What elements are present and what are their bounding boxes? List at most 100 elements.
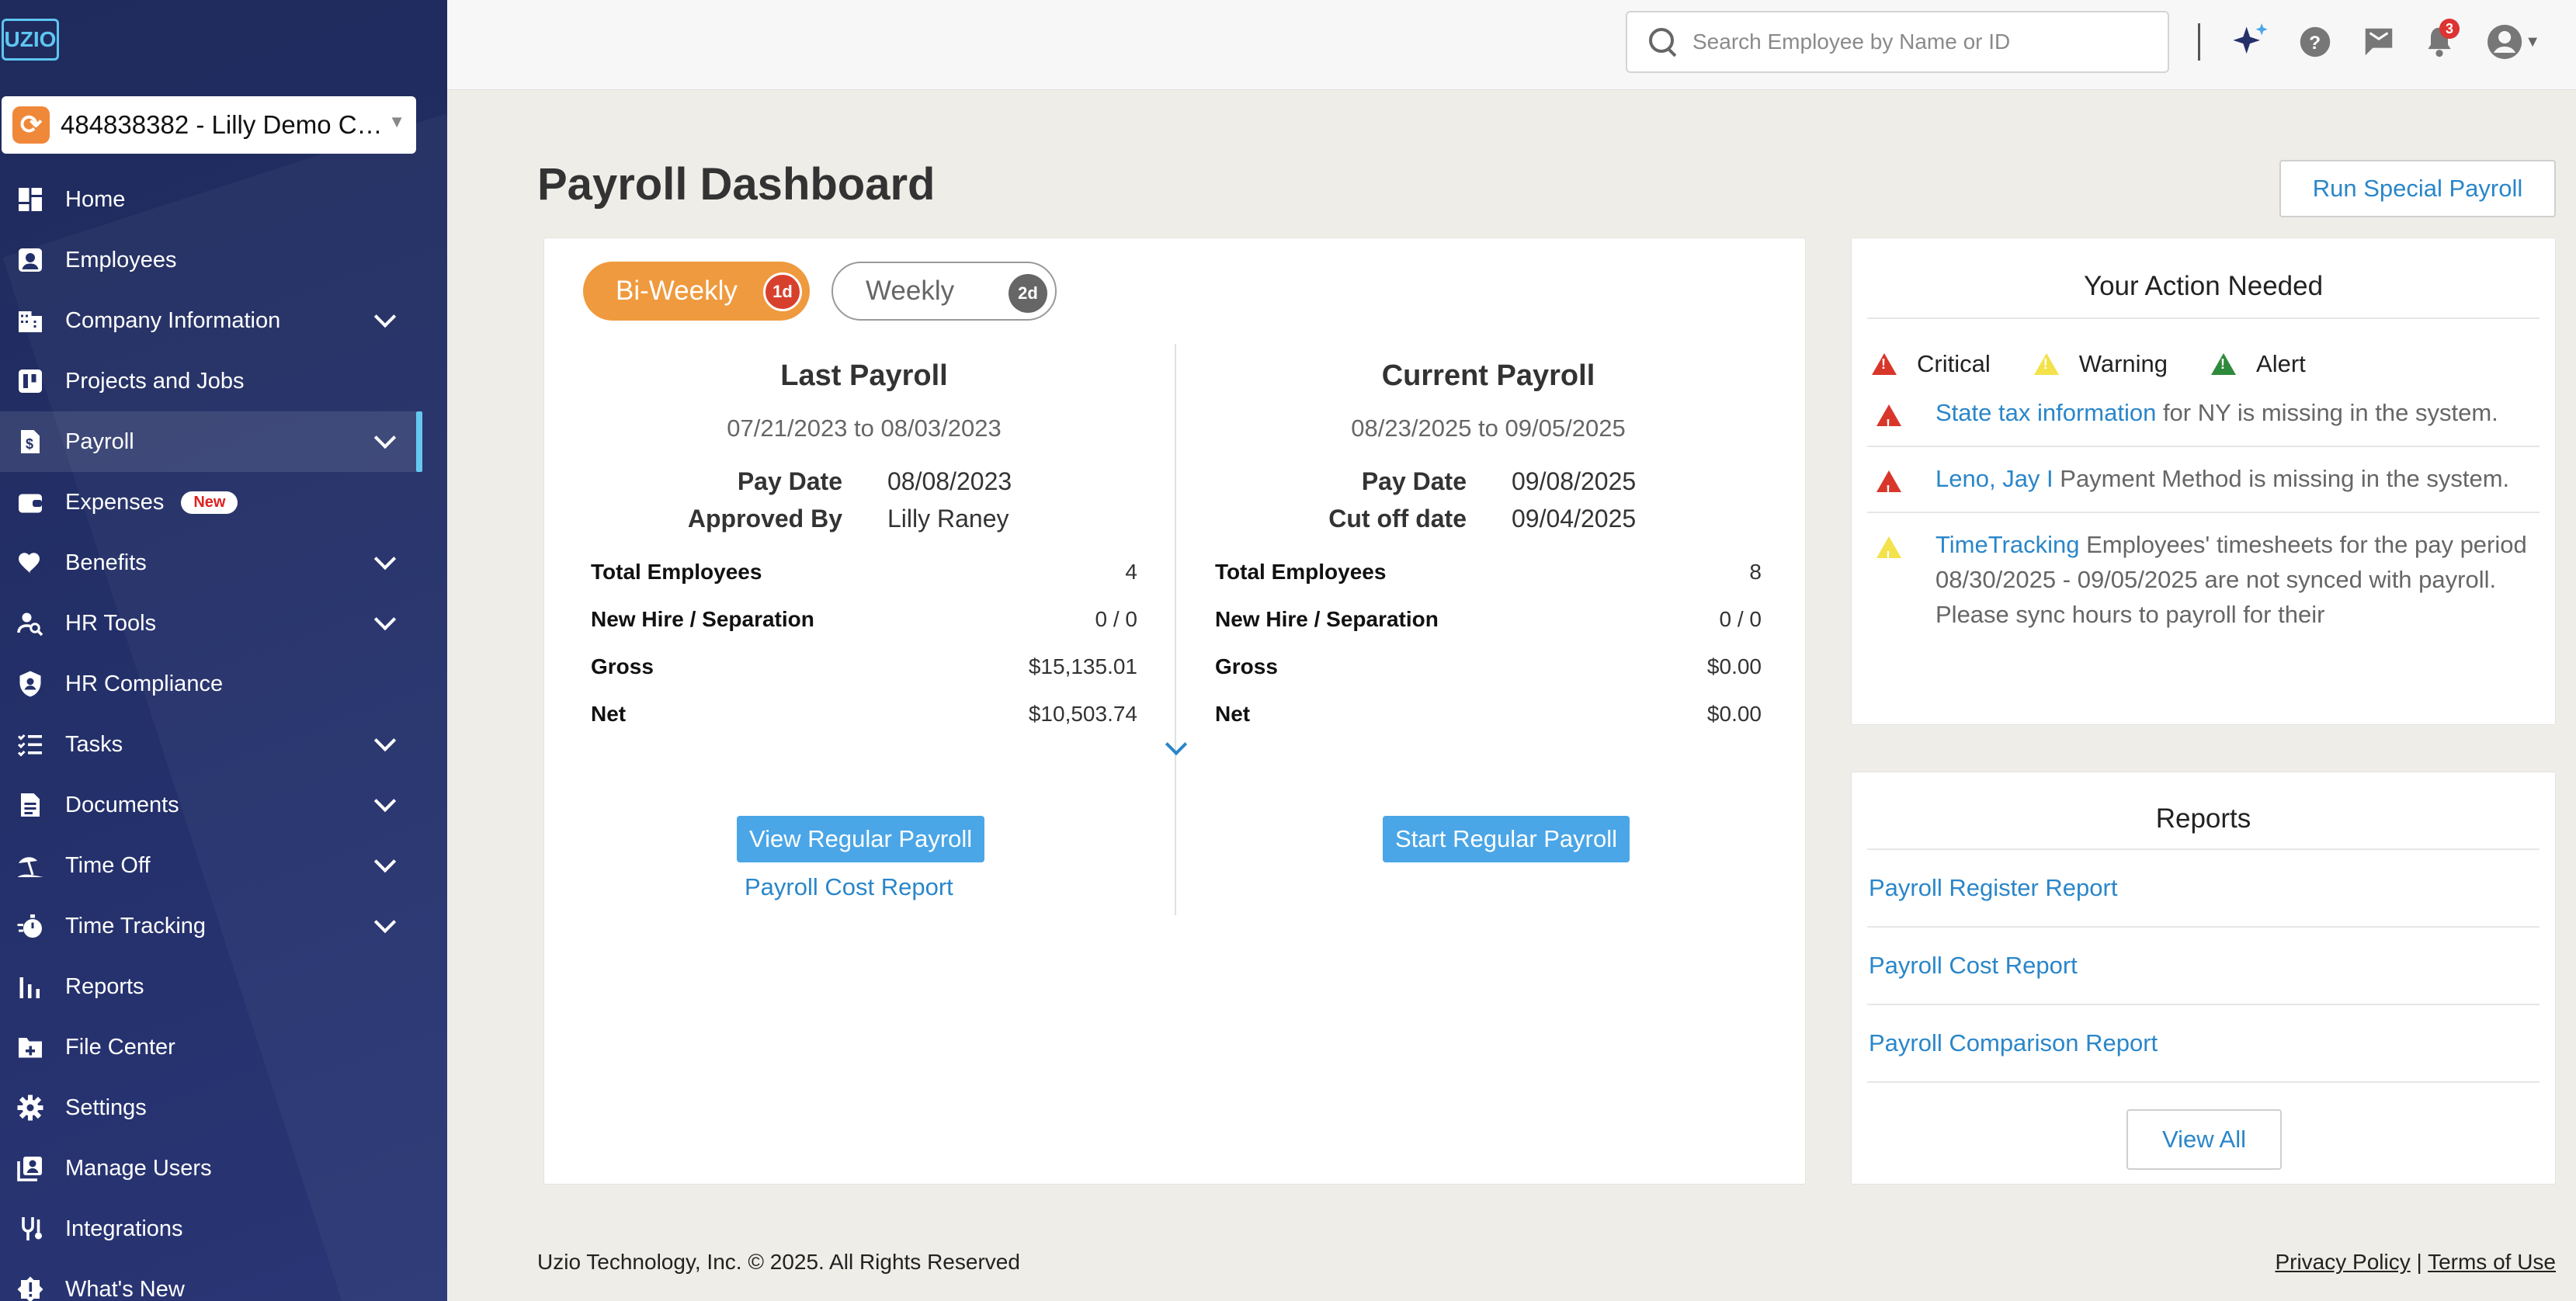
action-needed-card: Your Action Needed Critical Warning Aler… (1851, 238, 2556, 725)
chevron-down-icon (373, 547, 397, 571)
sidebar-item-label: Integrations (65, 1216, 183, 1241)
sidebar-item-label: Home (65, 186, 126, 212)
payroll-comparison-report-link[interactable]: Payroll Comparison Report (1867, 1005, 2540, 1083)
avatar-icon (2487, 24, 2522, 60)
sidebar-item-whats-new[interactable]: What's New (0, 1259, 447, 1301)
sidebar-item-hr-compliance[interactable]: HR Compliance (0, 654, 447, 714)
legend-label: Warning (2078, 350, 2168, 377)
action-item: Leno, Jay I Payment Method is missing in… (1867, 447, 2540, 513)
sidebar-item-projects-and-jobs[interactable]: Projects and Jobs (0, 351, 447, 411)
payroll-register-report-link[interactable]: Payroll Register Report (1867, 850, 2540, 928)
stat-label: New Hire / Separation (591, 606, 814, 631)
terms-of-use-link[interactable]: Terms of Use (2428, 1250, 2556, 1274)
company-selector[interactable]: ⟳ 484838382 - Lilly Demo Co... ▼ (2, 96, 416, 154)
sidebar-item-benefits[interactable]: Benefits (0, 533, 447, 593)
employee-badge-icon (14, 244, 47, 276)
sidebar-item-label: Payroll (65, 428, 134, 454)
stat-value: 4 (1125, 559, 1137, 584)
privacy-policy-link[interactable]: Privacy Policy (2275, 1250, 2411, 1274)
chevron-down-icon (373, 729, 397, 752)
sidebar-item-label: Employees (65, 247, 177, 272)
announcement-icon (14, 1273, 47, 1301)
sidebar-item-label: HR Tools (65, 610, 157, 636)
payroll-cost-report-link[interactable]: Payroll Cost Report (1867, 928, 2540, 1005)
sidebar-item-label: Tasks (65, 731, 123, 757)
footer-separator: | (2416, 1250, 2422, 1274)
stat-row: New Hire / Separation 0 / 0 (591, 595, 1137, 643)
sidebar-item-time-tracking[interactable]: Time Tracking (0, 896, 447, 956)
uzio-logo[interactable]: UZIO (2, 19, 59, 61)
sidebar-item-label: Benefits (65, 550, 147, 575)
start-regular-payroll-button[interactable]: Start Regular Payroll (1383, 816, 1630, 862)
pay-date-value: 08/08/2023 (887, 467, 1012, 495)
sidebar-item-employees[interactable]: Employees (0, 230, 447, 290)
current-payroll-section: Current Payroll 08/23/2025 to 09/05/2025… (1215, 359, 1762, 737)
action-item-link[interactable]: State tax information (1935, 399, 2157, 426)
user-avatar-menu[interactable]: ▼ (2486, 20, 2540, 64)
stat-label: Total Employees (591, 559, 762, 584)
sidebar-item-time-off[interactable]: Time Off (0, 835, 447, 896)
sidebar-nav: Home Employees Company Information Proje… (0, 169, 447, 1301)
kanban-icon (14, 365, 47, 397)
top-bar: ? 3 ▼ (447, 0, 2576, 90)
pay-date-row: Pay Date 08/08/2023 (591, 463, 1137, 500)
tab-bi-weekly[interactable]: Bi-Weekly 1d (583, 262, 810, 321)
sidebar-item-label: Settings (65, 1095, 147, 1120)
messages-icon[interactable] (2357, 20, 2401, 64)
payroll-cost-report-link[interactable]: Payroll Cost Report (745, 873, 953, 900)
sidebar-item-company-information[interactable]: Company Information (0, 290, 447, 351)
pay-date-label: Pay Date (737, 467, 842, 495)
legend-alert: Alert (2211, 350, 2306, 378)
sidebar-item-label: Projects and Jobs (65, 368, 245, 394)
sidebar-item-hr-tools[interactable]: HR Tools (0, 593, 447, 654)
payroll-document-icon: $ (14, 425, 47, 458)
sidebar-item-settings[interactable]: Settings (0, 1077, 447, 1138)
action-item-text: Payment Method is missing in the system. (2053, 465, 2510, 492)
stat-row: Total Employees 8 (1215, 548, 1762, 595)
expand-chevron-icon[interactable] (1165, 733, 1188, 756)
sidebar-item-label: Reports (65, 973, 144, 999)
run-special-payroll-button[interactable]: Run Special Payroll (2279, 160, 2556, 217)
sidebar-item-tasks[interactable]: Tasks (0, 714, 447, 775)
stat-row: Gross $15,135.01 (591, 643, 1137, 690)
sidebar-item-payroll[interactable]: $ Payroll (0, 411, 422, 472)
action-item: TimeTracking Employees' timesheets for t… (1867, 513, 2540, 647)
legend-warning: Warning (2033, 350, 2168, 378)
action-item-link[interactable]: TimeTracking (1935, 531, 2080, 558)
svg-text:$: $ (26, 436, 33, 452)
caret-down-icon: ▼ (2525, 33, 2540, 50)
search-input[interactable] (1692, 29, 2127, 54)
sidebar-item-expenses[interactable]: Expenses New (0, 472, 447, 533)
view-regular-payroll-button[interactable]: View Regular Payroll (737, 816, 985, 862)
cut-off-date-label: Cut off date (1328, 504, 1467, 533)
sidebar-item-manage-users[interactable]: Manage Users (0, 1138, 447, 1199)
chevron-down-icon (373, 911, 397, 934)
sidebar-item-documents[interactable]: Documents (0, 775, 447, 835)
stat-value: $15,135.01 (1028, 654, 1137, 678)
tab-weekly[interactable]: Weekly 2d (831, 262, 1057, 321)
sparkle-ai-icon[interactable] (2228, 20, 2272, 64)
document-icon (14, 789, 47, 821)
pay-date-value: 09/08/2025 (1512, 467, 1637, 495)
notifications-bell-icon[interactable]: 3 (2418, 19, 2461, 64)
heart-icon (14, 546, 47, 579)
sidebar-item-reports[interactable]: Reports (0, 956, 447, 1017)
building-icon (14, 304, 47, 337)
action-item-link[interactable]: Leno, Jay I (1935, 465, 2054, 492)
folder-plus-icon (14, 1031, 47, 1063)
action-list: State tax information for NY is missing … (1852, 381, 2555, 647)
manage-users-icon (14, 1152, 47, 1185)
reports-card: Reports Payroll Register Report Payroll … (1851, 772, 2556, 1185)
chevron-down-icon (373, 426, 397, 449)
view-all-reports-button[interactable]: View All (2126, 1109, 2282, 1170)
person-search-icon (14, 607, 47, 640)
sidebar-item-home[interactable]: Home (0, 169, 447, 230)
stat-row: Total Employees 4 (591, 548, 1137, 595)
stat-row: Gross $0.00 (1215, 643, 1762, 690)
sidebar-item-integrations[interactable]: Integrations (0, 1199, 447, 1259)
employee-search[interactable] (1626, 11, 2169, 73)
help-icon[interactable]: ? (2293, 20, 2337, 64)
checklist-icon (14, 728, 47, 761)
severity-legend: Critical Warning Alert (1872, 350, 2555, 378)
sidebar-item-file-center[interactable]: File Center (0, 1017, 447, 1077)
